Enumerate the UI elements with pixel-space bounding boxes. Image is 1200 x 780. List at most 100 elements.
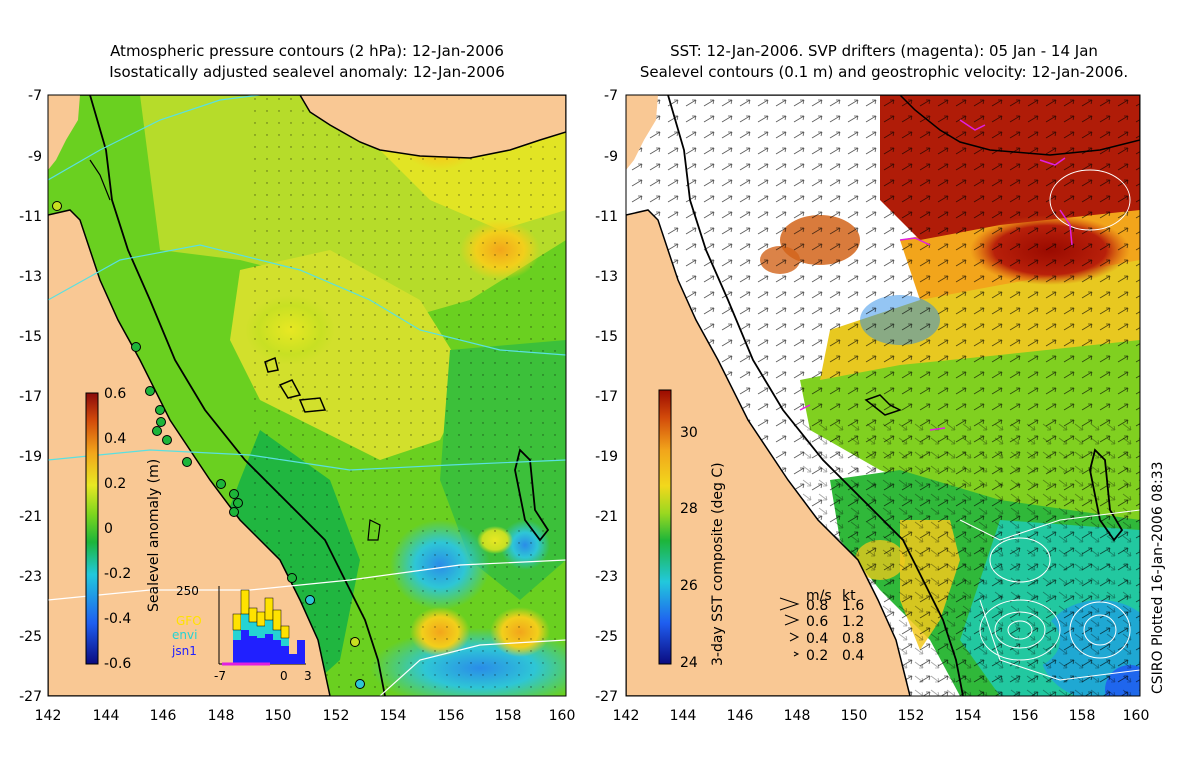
- ssh-dot-markers: [250, 95, 566, 696]
- x-tick: 146: [150, 708, 177, 724]
- shelf-edge-contour: [89, 95, 386, 696]
- x-tick: 148: [784, 708, 811, 724]
- velocity-arrow-icon: [779, 597, 800, 611]
- reef-outline: [89, 159, 111, 201]
- y-tick: -7: [604, 88, 618, 104]
- y-tick: -11: [19, 209, 42, 225]
- left-map-frame: [47, 94, 567, 697]
- right-map-frame: [625, 94, 1141, 697]
- y-tick: -27: [595, 689, 618, 705]
- x-tick: 144: [93, 708, 120, 724]
- ssh-cb-tick: 0.2: [104, 476, 126, 492]
- right-map-title: SST: 12-Jan-2006. SVP drifters (magenta)…: [610, 41, 1158, 83]
- x-tick: 160: [549, 708, 576, 724]
- svp-drifter-tracks: [799, 119, 1073, 431]
- inset-xtick: -7: [214, 669, 226, 683]
- x-tick: 158: [495, 708, 522, 724]
- sst-cb-tick: 24: [680, 655, 698, 671]
- right-map: [626, 95, 1140, 696]
- y-tick: -9: [28, 149, 42, 165]
- velocity-arrow-icon: [793, 651, 800, 657]
- ssh-cb-tick: -0.4: [104, 611, 131, 627]
- altimeter-histogram-inset: 250 GFO envi jsn1 -7 0 3: [171, 584, 312, 683]
- velocity-ms: 0.8: [806, 598, 828, 614]
- png-coastline: [626, 95, 1140, 156]
- coral-sea-reef: [864, 394, 902, 416]
- sst-colorbar: [658, 389, 672, 665]
- y-tick: -27: [19, 689, 42, 705]
- land-queensland: [48, 209, 331, 696]
- x-tick: 144: [670, 708, 697, 724]
- x-tick: 150: [265, 708, 292, 724]
- shelf-edge-contour: [667, 95, 964, 696]
- right-title-line1: SST: 12-Jan-2006. SVP drifters (magenta)…: [670, 42, 1098, 60]
- y-tick: -21: [19, 509, 42, 525]
- land-queensland: [626, 209, 911, 696]
- y-tick: -11: [595, 209, 618, 225]
- velocity-ms: 0.2: [806, 648, 828, 664]
- velocity-unit-ms: m/s: [806, 588, 832, 604]
- velocity-unit-kt: kt: [842, 588, 856, 604]
- velocity-arrow-icon: [789, 632, 800, 642]
- velocity-legend: m/s kt 0.8 1.6 0.6 1.2 0.4 0.8 0.2 0.4: [779, 588, 864, 664]
- coral-sea-reef: [367, 519, 381, 541]
- inset-legend-jsn1: jsn1: [171, 644, 197, 658]
- right-y-axis: -7 -9 -11 -13 -15 -17 -19 -21 -23 -25 -2…: [595, 88, 618, 705]
- y-tick: -15: [595, 329, 618, 345]
- ssh-colorbar-ticks: 0.6 0.4 0.2 0 -0.2 -0.4 -0.6: [104, 386, 131, 672]
- left-y-axis: -7 -9 -11 -13 -15 -17 -19 -21 -23 -25 -2…: [19, 88, 42, 705]
- x-tick: 150: [841, 708, 868, 724]
- y-tick: -23: [19, 569, 42, 585]
- x-tick: 154: [380, 708, 407, 724]
- y-tick: -25: [19, 629, 42, 645]
- coral-sea-reefs: [264, 356, 327, 413]
- ssh-cb-tick: -0.2: [104, 566, 131, 582]
- x-tick: 156: [1012, 708, 1039, 724]
- x-tick: 142: [613, 708, 640, 724]
- y-tick: -7: [28, 88, 42, 104]
- pressure-contour: [48, 244, 566, 356]
- velocity-ms: 0.6: [806, 614, 828, 630]
- x-tick: 146: [727, 708, 754, 724]
- inset-legend-envi: envi: [172, 628, 197, 642]
- y-tick: -25: [595, 629, 618, 645]
- x-tick: 160: [1123, 708, 1150, 724]
- left-title-line2: Isostatically adjusted sealevel anomaly:…: [109, 63, 505, 81]
- csiro-credit: CSIRO Plotted 16-Jan-2006 08:33: [1150, 461, 1166, 694]
- y-tick: -17: [19, 389, 42, 405]
- velocity-kt: 0.4: [842, 648, 864, 664]
- velocity-arrow-icon: [784, 614, 800, 626]
- velocity-kt: 1.2: [842, 614, 864, 630]
- sst-colorbar-ticks: 30 28 26 24: [680, 425, 698, 671]
- x-tick: 142: [35, 708, 62, 724]
- sst-cb-tick: 30: [680, 425, 698, 441]
- ssh-cb-tick: 0.4: [104, 431, 126, 447]
- y-tick: -19: [595, 449, 618, 465]
- tide-gauge-markers: [52, 201, 365, 689]
- x-tick: 148: [208, 708, 235, 724]
- land-cape-york: [626, 95, 658, 170]
- land-cape-york: [48, 95, 80, 170]
- sealevel-contours: [959, 169, 1140, 681]
- inset-xtick: 3: [304, 669, 312, 683]
- y-tick: -13: [19, 269, 42, 285]
- sst-cb-tick: 26: [680, 578, 698, 594]
- x-tick: 152: [898, 708, 925, 724]
- velocity-kt: 0.8: [842, 631, 864, 647]
- y-tick: -21: [595, 509, 618, 525]
- ssh-cb-tick: 0: [104, 521, 113, 537]
- inset-xtick: 0: [280, 669, 288, 683]
- land-papua-new-guinea: [48, 95, 566, 159]
- sst-cb-tick: 28: [680, 501, 698, 517]
- pressure-contour: [48, 95, 261, 181]
- y-tick: -23: [595, 569, 618, 585]
- inset-max-label: 250: [176, 584, 199, 598]
- ssh-colorbar-label: Sealevel anomaly (m): [146, 459, 162, 612]
- x-tick: 156: [438, 708, 465, 724]
- coral-sea-reef: [514, 448, 550, 542]
- ssh-colorbar: [85, 392, 99, 665]
- y-tick: -13: [595, 269, 618, 285]
- ssh-cb-tick: 0.6: [104, 386, 126, 402]
- sst-colorbar-label: 3-day SST composite (deg C): [710, 462, 726, 666]
